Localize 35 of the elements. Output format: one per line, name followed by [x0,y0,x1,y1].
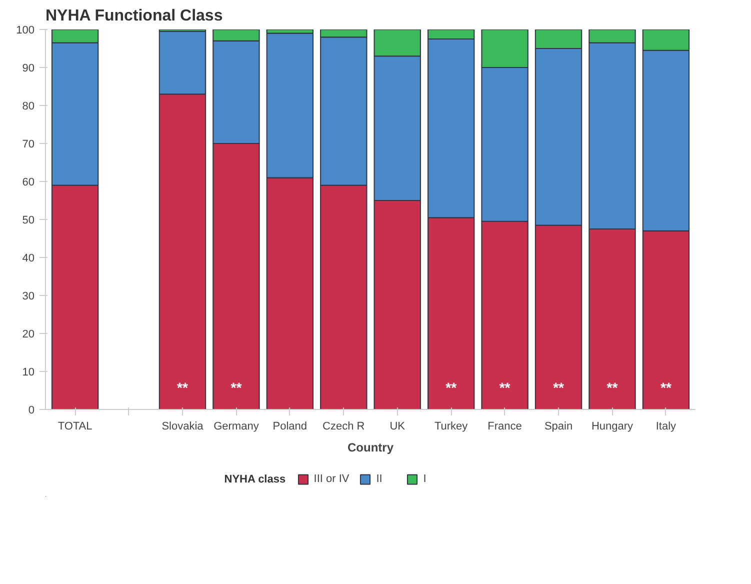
legend-label: I [423,473,428,485]
data-label: ** [660,380,672,396]
data-label: ** [606,380,618,396]
data-label: ** [553,380,565,396]
y-tick-label: 50 [22,214,35,226]
x-tick-label: TOTAL [58,420,92,432]
data-label: ** [177,380,188,396]
x-axis-title: Country [348,440,394,454]
y-tick-label: 90 [22,62,35,74]
x-tick-label: Poland [272,420,308,432]
legend-label: II [376,473,384,485]
x-tick-label: Turkey [434,420,468,432]
x-tick-label: Italy [656,420,677,432]
legend-title: NYHA class [224,474,286,486]
y-tick-label: 30 [22,290,35,302]
y-tick-label: 70 [22,138,35,150]
x-tick-label: France [488,420,522,432]
y-tick-label: 0 [28,404,35,416]
data-label: ** [230,380,242,396]
y-tick-label: 60 [22,176,35,188]
y-tick-label: 40 [22,252,35,264]
y-tick-label: 10 [22,366,35,378]
x-tick-label: Spain [544,420,573,432]
data-label: ** [499,380,511,396]
y-tick-label: 100 [16,24,35,36]
x-tick-label: Hungary [591,420,634,432]
x-tick-label: Slovakia [162,420,204,432]
chart-title: NYHA Functional Class [46,8,223,24]
y-tick-label: 20 [22,328,35,340]
y-tick-label: 80 [22,100,35,112]
x-tick-label: UK [390,420,406,432]
x-tick-label: Czech R [322,420,365,432]
data-label: ** [446,380,458,396]
x-tick-label: Germany [214,420,260,432]
legend-label: III or IV [314,473,350,485]
